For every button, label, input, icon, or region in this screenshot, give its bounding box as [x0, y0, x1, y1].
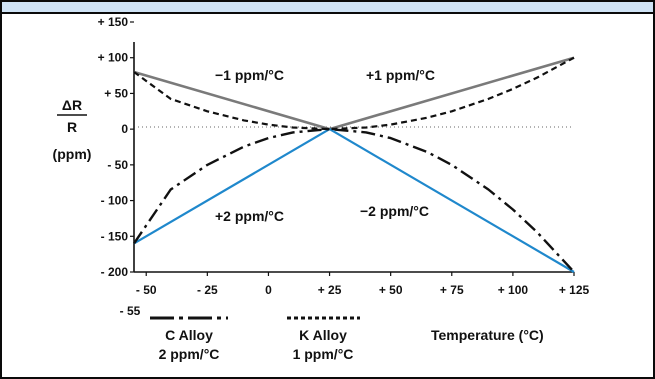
y-tick-label: + 150: [98, 15, 129, 29]
x-tick-label-minus-55: - 55: [120, 304, 141, 318]
legend-k-alloy-name: K Alloy: [299, 327, 347, 343]
y-tick-label: - 200: [101, 265, 129, 279]
x-axis-title: Temperature (°C): [431, 327, 544, 343]
series-line-plus1: [329, 56, 575, 131]
legend: C Alloy 2 ppm/°C K Alloy 1 ppm/°C: [150, 316, 360, 362]
y-tick-label: + 100: [98, 51, 129, 65]
series-line-c_alloy: [133, 127, 575, 273]
legend-c-alloy-name: C Alloy: [165, 327, 213, 343]
annotation-minus-2-ppm: −2 ppm/°C: [360, 203, 429, 219]
series-line-k_alloy: [133, 56, 575, 131]
legend-k-alloy-sub: 1 ppm/°C: [293, 346, 354, 362]
y-tick-label: - 150: [101, 229, 129, 243]
annotation-plus-2-ppm: +2 ppm/°C: [215, 208, 284, 224]
y-label-unit: (ppm): [53, 146, 92, 162]
x-tick-label: + 100: [498, 283, 529, 297]
y-label-delta-r: ΔR: [62, 97, 82, 113]
series-line-minus2: [329, 128, 575, 273]
y-label-r: R: [67, 119, 77, 135]
x-tick-label: 0: [265, 283, 272, 297]
y-tick-label: - 100: [101, 194, 129, 208]
y-tick-label: - 50: [107, 158, 128, 172]
x-tick-label: + 75: [440, 283, 464, 297]
x-tick-label: + 25: [318, 283, 342, 297]
annotation-plus-1-ppm: +1 ppm/°C: [366, 67, 435, 83]
series-line-plus2: [133, 128, 331, 245]
x-tick-label: + 50: [379, 283, 403, 297]
series-line-minus1: [133, 70, 330, 131]
x-tick-label: - 25: [197, 283, 218, 297]
y-tick-label: 0: [121, 122, 128, 136]
legend-c-alloy-sub: 2 ppm/°C: [159, 346, 220, 362]
y-tick-label: + 50: [104, 86, 128, 100]
annotation-minus-1-ppm: −1 ppm/°C: [215, 67, 284, 83]
x-tick-label: + 125: [559, 283, 590, 297]
x-tick-label: - 50: [136, 283, 157, 297]
figure-header-bar: [2, 2, 653, 14]
